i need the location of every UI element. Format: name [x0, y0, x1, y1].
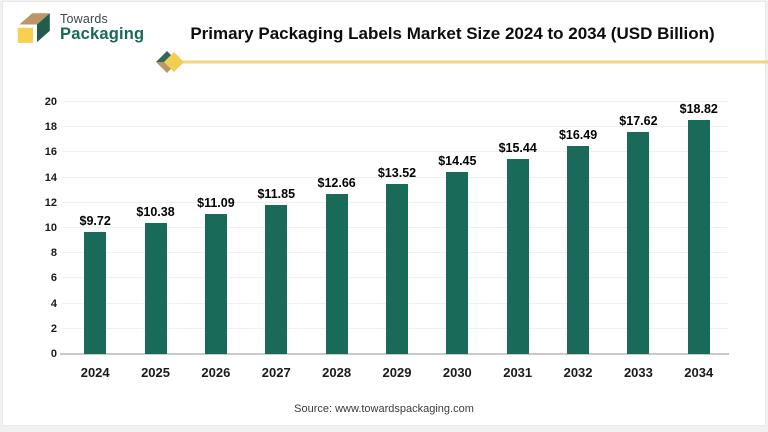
x-tick-label: 2033: [623, 365, 653, 380]
gridline: [62, 151, 729, 153]
gridline: [62, 101, 729, 102]
bar-chart: 0 2 4 6 8 10 12 14 16 18 20 $9.72 2024 $10.38 2025 $11.…: [3, 78, 765, 385]
logo-cube-icon: [17, 13, 50, 43]
bar-2032: [567, 146, 590, 354]
bar-slot: $18.82 2034: [669, 102, 729, 380]
bar-2029: [385, 183, 408, 354]
x-tick-label: 2026: [201, 365, 231, 380]
y-tick-label: 16: [44, 146, 57, 159]
bar-slot: $11.85 2027: [246, 102, 306, 380]
x-tick-label: 2025: [141, 365, 170, 380]
towards-packaging-logo: Towards Packaging: [13, 10, 144, 47]
logo-word-packaging: Packaging: [60, 25, 145, 44]
gridline: [62, 126, 729, 128]
y-tick-label: 14: [44, 171, 57, 184]
bar-2025: [144, 223, 167, 354]
bar-value-label: $15.44: [498, 141, 537, 156]
bar-value-label: $10.38: [136, 205, 175, 220]
y-tick-label: 8: [50, 247, 57, 260]
chart-title: Primary Packaging Labels Market Size 202…: [190, 24, 715, 43]
bar-value-label: $18.82: [679, 102, 718, 116]
bar-2026: [204, 214, 227, 354]
logo-text: Towards Packaging: [60, 12, 145, 44]
y-tick-label: 0: [50, 348, 57, 360]
logo-word-towards: Towards: [60, 12, 108, 27]
bar-slot: $10.38 2025: [125, 102, 185, 380]
y-tick-label: 10: [44, 222, 57, 234]
bar-2030: [446, 171, 469, 354]
plot-area: 0 2 4 6 8 10 12 14 16 18 20 $9.72 2024 $10.38 2025 $11.…: [45, 96, 729, 380]
bar-2027: [265, 204, 288, 354]
x-tick-label: 2028: [322, 365, 352, 380]
bar-2028: [325, 194, 348, 354]
bars-row: $9.72 2024 $10.38 2025 $11.09 2026 $11.85 2027 $…: [65, 102, 729, 380]
x-tick-label: 2032: [563, 365, 593, 380]
bar-value-label: $13.52: [377, 165, 417, 180]
title-underline-decoration: [156, 51, 768, 73]
bar-2034: [687, 120, 710, 354]
y-tick-label: 18: [44, 121, 57, 134]
bar-value-label: $9.72: [79, 213, 111, 228]
x-tick-label: 2034: [684, 365, 714, 380]
y-tick-label: 4: [50, 297, 57, 310]
x-tick-label: 2024: [80, 365, 110, 380]
bar-slot: $15.44 2031: [488, 102, 548, 380]
bar-slot: $16.49 2032: [548, 102, 608, 380]
source-caption: Source: www.towardspackaging.com: [294, 403, 474, 415]
x-tick-label: 2029: [382, 365, 412, 380]
bar-value-label: $14.45: [438, 153, 477, 168]
header: Towards Packaging Primary Packaging Labe…: [3, 2, 768, 78]
bar-value-label: $11.85: [257, 186, 296, 201]
x-tick-label: 2031: [503, 365, 533, 380]
bar-value-label: $11.09: [197, 196, 235, 211]
bar-2024: [84, 231, 107, 354]
x-tick-label: 2030: [442, 365, 472, 380]
y-tick-label: 12: [44, 196, 57, 209]
y-tick-label: 6: [50, 272, 57, 285]
x-axis-line: [60, 353, 729, 355]
bar-slot: $14.45 2030: [427, 102, 487, 380]
x-tick-label: 2027: [261, 365, 291, 380]
bar-value-label: $16.49: [558, 128, 598, 143]
bar-value-label: $12.66: [317, 176, 356, 191]
bar-2031: [506, 159, 529, 354]
bar-2033: [627, 132, 650, 354]
bar-value-label: $17.62: [619, 114, 658, 128]
bar-slot: $17.62 2033: [608, 102, 668, 380]
y-tick-label: 20: [44, 96, 57, 108]
bar-slot: $13.52 2029: [367, 102, 427, 380]
bar-slot: $12.66 2028: [306, 102, 366, 380]
gridline: [62, 176, 729, 178]
bar-slot: $9.72 2024: [65, 102, 125, 380]
bar-slot: $11.09 2026: [186, 102, 246, 380]
y-tick-label: 2: [50, 322, 57, 335]
